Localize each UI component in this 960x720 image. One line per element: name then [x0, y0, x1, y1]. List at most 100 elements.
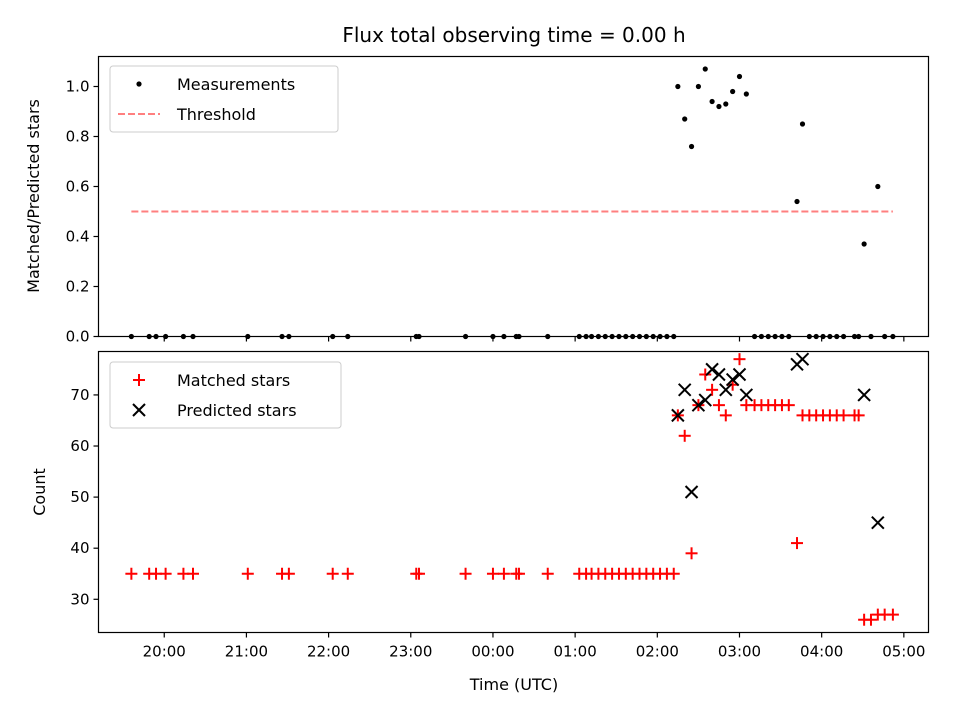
data-point: [541, 567, 554, 580]
data-point: [682, 116, 688, 122]
data-point: [730, 88, 736, 95]
y-tick-label: 0.4: [66, 228, 90, 246]
bottom-legend-frame: [109, 361, 342, 429]
bottom-plot-area: [125, 352, 899, 626]
data-point: [732, 367, 747, 382]
data-point: [678, 429, 691, 442]
bottom-y-axis: 30 40 50 60 70: [70, 386, 99, 608]
series-matched-stars: [125, 353, 899, 626]
bottom-legend: Matched stars Predicted stars: [109, 361, 342, 429]
y-tick-label: 0.6: [66, 178, 90, 196]
data-point: [667, 567, 680, 580]
data-point: [837, 409, 850, 422]
top-y-axis-label: Matched/Predicted stars: [24, 99, 43, 293]
legend-matched-marker: [133, 374, 145, 386]
data-point: [326, 567, 339, 580]
data-point: [241, 567, 254, 580]
data-point: [706, 383, 719, 396]
data-point: [716, 103, 722, 110]
data-point: [671, 408, 685, 423]
data-point: [739, 388, 754, 402]
x-tick-label: 01:00: [554, 643, 597, 661]
x-tick-label: 23:00: [389, 643, 432, 661]
x-tick-label: 03:00: [718, 643, 761, 661]
y-tick-label: 60: [70, 437, 89, 455]
data-point: [791, 537, 804, 550]
data-point: [699, 368, 712, 381]
top-plot-area: [128, 66, 896, 340]
data-point: [799, 121, 806, 127]
legend-predicted-label: Predicted stars: [177, 401, 297, 420]
top-axes-frame: [97, 55, 930, 338]
bottom-y-axis-label: Count: [30, 468, 49, 516]
x-axis-label: Time (UTC): [469, 675, 558, 694]
data-point: [712, 367, 726, 382]
y-tick-label: 0.8: [66, 128, 90, 146]
data-point: [871, 515, 885, 530]
top-legend: Measurements Threshold: [109, 65, 339, 133]
data-point: [852, 409, 865, 422]
legend-measurements-label: Measurements: [177, 75, 295, 94]
data-point: [459, 567, 472, 580]
top-panel: 0.0 0.2 0.4 0.6 0.8 1.0 Matched/Predicted sta…: [24, 55, 930, 346]
bottom-axes-frame: [97, 350, 930, 634]
top-x-axis: [163, 336, 905, 342]
data-point: [512, 567, 525, 580]
x-tick-label: 05:00: [882, 643, 925, 661]
data-point: [719, 409, 732, 422]
data-point: [857, 388, 871, 402]
data-point: [695, 83, 702, 90]
y-tick-label: 40: [70, 539, 89, 557]
data-point: [187, 567, 200, 580]
data-point: [725, 372, 740, 387]
series-predicted-stars: [671, 352, 885, 530]
data-point: [702, 66, 708, 72]
x-tick-label: 21:00: [225, 643, 268, 661]
y-tick-label: 1.0: [66, 78, 90, 96]
data-point: [712, 399, 725, 412]
data-point: [685, 547, 698, 560]
data-point: [705, 362, 719, 377]
data-point: [719, 383, 733, 397]
data-point: [733, 353, 746, 366]
legend-threshold-label: Threshold: [176, 105, 256, 124]
legend-measurements-marker: [136, 81, 142, 87]
data-point: [684, 485, 699, 499]
x-tick-label: 02:00: [636, 643, 679, 661]
data-point: [497, 567, 510, 580]
data-point: [782, 399, 795, 412]
data-point: [794, 198, 800, 205]
data-point: [864, 613, 877, 626]
data-point: [125, 567, 138, 580]
data-point: [677, 383, 692, 397]
data-point: [886, 608, 899, 621]
data-point: [691, 398, 706, 412]
data-point: [709, 98, 715, 105]
chart-title: Flux total observing time = 0.00 h: [342, 23, 685, 47]
data-point: [743, 91, 749, 97]
data-point: [675, 83, 681, 90]
data-point: [159, 567, 172, 580]
x-tick-label: 22:00: [307, 643, 350, 661]
legend-predicted-marker: [132, 403, 146, 417]
data-point: [688, 143, 695, 150]
top-y-axis: 0.0 0.2 0.4 0.6 0.8 1.0: [66, 78, 99, 346]
y-tick-label: 30: [70, 590, 89, 608]
top-legend-frame: [109, 65, 339, 133]
x-tick-label: 04:00: [800, 643, 843, 661]
data-point: [698, 393, 712, 407]
bottom-x-axis: 20:00 21:00 22:00 23:00 00:00 01:00 02:00 03:00…: [143, 632, 925, 661]
data-point: [412, 567, 425, 580]
data-point: [736, 73, 743, 80]
legend-matched-label: Matched stars: [177, 371, 290, 390]
y-tick-label: 0.2: [66, 278, 90, 296]
data-point: [486, 567, 499, 580]
bottom-panel: 30 40 50 60 70 20:00 21:00 22:00 23:00 00:00 01:0…: [30, 350, 930, 694]
data-point: [723, 101, 729, 107]
data-point: [795, 352, 810, 366]
y-tick-label: 0.0: [66, 328, 90, 346]
data-point: [861, 241, 867, 247]
data-point: [341, 567, 354, 580]
y-tick-label: 70: [70, 386, 89, 404]
